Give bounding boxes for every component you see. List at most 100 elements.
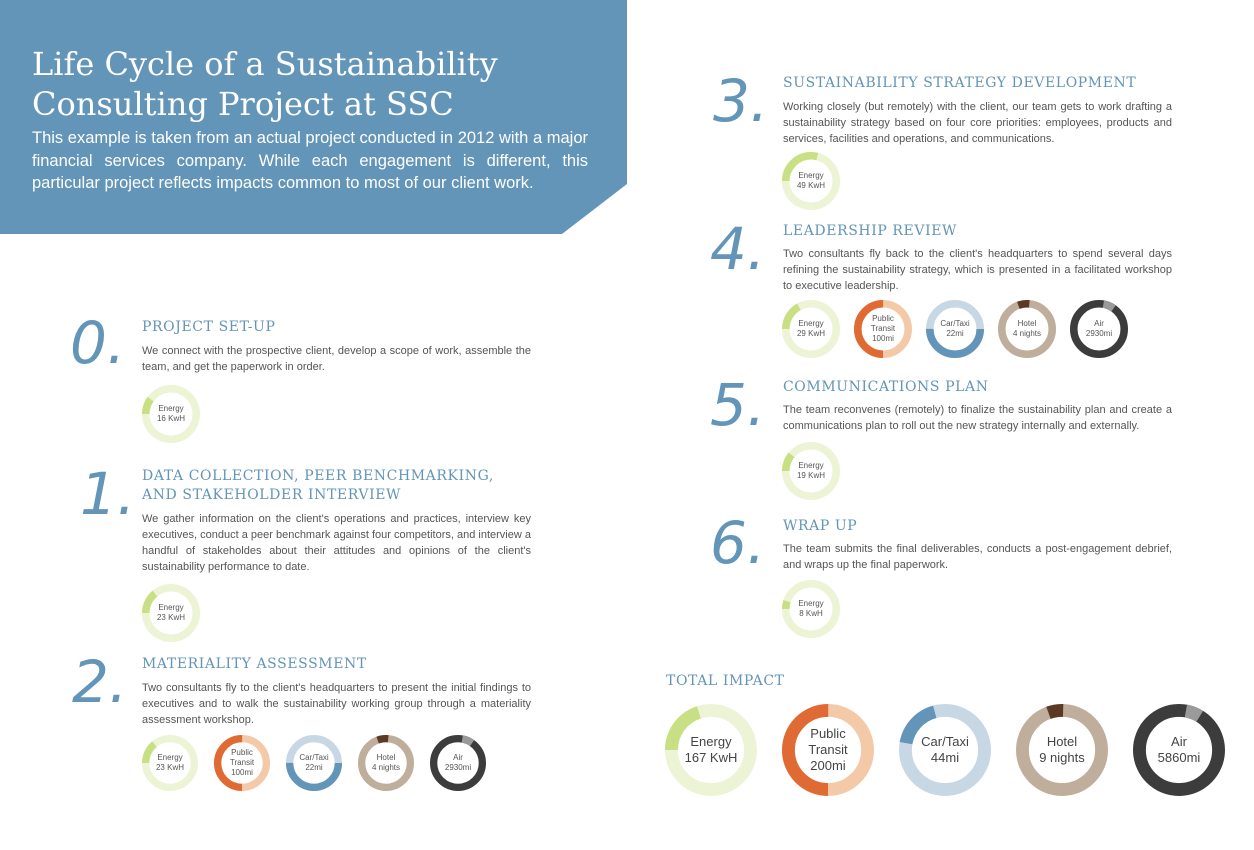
impact-value: 29 KwH xyxy=(796,329,825,338)
energy-impact-donut: Energy 167 KwH xyxy=(665,704,757,796)
hotel-impact-donut: Hotel 4 nights xyxy=(358,735,414,791)
impact-label: Air xyxy=(1171,734,1187,749)
ring-value xyxy=(782,580,840,638)
impact-label: Energy xyxy=(690,734,732,749)
step-description: The team reconvenes (remotely) to finali… xyxy=(783,404,1172,432)
air-ring xyxy=(1133,704,1225,796)
impact-value: 9 nights xyxy=(1039,750,1085,765)
energy-ring xyxy=(782,152,840,210)
impact-label: Energy xyxy=(157,753,183,762)
impact-label: Energy xyxy=(798,599,824,608)
impact-value: 44mi xyxy=(930,750,960,765)
ring-value xyxy=(854,300,912,358)
step-description: We gather information on the client's op… xyxy=(142,513,531,573)
transit-impact-donut: Public Transit 200mi xyxy=(782,704,874,796)
transit-ring xyxy=(214,735,270,791)
car-ring xyxy=(899,704,991,796)
step-description: Two consultants fly back to the client's… xyxy=(783,248,1172,292)
impact-label: Energy xyxy=(158,404,184,413)
step-number: 4. xyxy=(710,215,766,283)
step-title: DATA COLLECTION, PEER BENCHMARKING, AND … xyxy=(142,468,494,503)
step-description: The team submits the final deliverables,… xyxy=(783,543,1172,571)
impact-label: Public Transit xyxy=(229,748,255,767)
energy-ring xyxy=(665,704,757,796)
header-banner: Life Cycle of a Sustainability Consultin… xyxy=(0,0,627,234)
energy-impact-donut: Energy 23 KwH xyxy=(142,735,198,791)
impact-label: Public Transit xyxy=(808,726,848,757)
car-ring xyxy=(286,735,342,791)
impact-label: Public Transit xyxy=(870,314,896,333)
step-title: LEADERSHIP REVIEW xyxy=(783,223,958,239)
transit-impact-donut: Public Transit 100mi xyxy=(854,300,912,358)
step-number: 2. xyxy=(72,648,128,716)
transit-ring xyxy=(782,704,874,796)
energy-ring xyxy=(782,580,840,638)
impact-label: Car/Taxi xyxy=(299,753,329,762)
impact-label: Air xyxy=(453,753,463,762)
impact-value: 23 KwH xyxy=(155,763,184,772)
air-impact-donut: Air 5860mi xyxy=(1133,704,1225,796)
step-description: We connect with the prospective client, … xyxy=(142,345,531,373)
impact-value: 2930mi xyxy=(444,763,472,772)
ring-value xyxy=(142,584,200,642)
impact-value: 100mi xyxy=(231,768,253,777)
impact-label: Energy xyxy=(798,461,824,470)
car-impact-donut: Car/Taxi 22mi xyxy=(286,735,342,791)
air-impact-donut: Air 2930mi xyxy=(1070,300,1128,358)
energy-impact-donut: Energy 8 KwH xyxy=(782,580,840,638)
impact-value: 16 KwH xyxy=(156,414,185,423)
impact-value: 22mi xyxy=(305,763,323,772)
energy-ring xyxy=(142,735,198,791)
step-number: 0. xyxy=(70,309,126,377)
ring-value xyxy=(782,152,840,210)
car-impact-donut: Car/Taxi 22mi xyxy=(926,300,984,358)
ring-value xyxy=(782,442,840,500)
impact-label: Energy xyxy=(798,319,824,328)
ring-track xyxy=(430,735,486,791)
air-impact-donut: Air 2930mi xyxy=(430,735,486,791)
impact-label: Hotel xyxy=(1017,319,1037,328)
ring-value xyxy=(142,735,198,791)
impact-label: Hotel xyxy=(1046,734,1078,749)
step-description: Working closely (but remotely) with the … xyxy=(783,101,1172,145)
impact-value: 100mi xyxy=(872,334,894,343)
ring-value xyxy=(1016,704,1108,796)
energy-impact-donut: Energy 16 KwH xyxy=(142,385,200,443)
transit-impact-donut: Public Transit 100mi xyxy=(214,735,270,791)
impact-value: 200mi xyxy=(810,758,846,773)
ring-value xyxy=(430,735,486,791)
energy-impact-donut: Energy 23 KwH xyxy=(142,584,200,642)
energy-impact-donut: Energy 19 KwH xyxy=(782,442,840,500)
impact-label: Air xyxy=(1094,319,1104,328)
ring-track xyxy=(1133,704,1225,796)
car-impact-donut: Car/Taxi 44mi xyxy=(899,704,991,796)
ring-value xyxy=(358,735,414,791)
intro-text: This example is taken from an actual pro… xyxy=(32,129,588,192)
impact-value: 23 KwH xyxy=(156,613,185,622)
hotel-impact-donut: Hotel 9 nights xyxy=(1016,704,1108,796)
step-title: WRAP UP xyxy=(783,518,858,534)
transit-ring xyxy=(854,300,912,358)
ring-value xyxy=(286,735,342,791)
impact-value: 5860mi xyxy=(1157,750,1201,765)
impact-value: 8 KwH xyxy=(799,609,823,618)
step-title: SUSTAINABILITY STRATEGY DEVELOPMENT xyxy=(783,75,1137,91)
car-ring xyxy=(926,300,984,358)
ring-value xyxy=(665,704,757,796)
impact-value: 167 KwH xyxy=(684,750,738,765)
step-title: MATERIALITY ASSESSMENT xyxy=(142,656,367,672)
step-title: PROJECT SET-UP xyxy=(142,319,276,335)
impact-label: Hotel xyxy=(376,753,396,762)
energy-impact-donut: Energy 29 KwH xyxy=(782,300,840,358)
impact-value: 4 nights xyxy=(371,763,401,772)
impact-value: 2930mi xyxy=(1085,329,1113,338)
step-description: Two consultants fly to the client's head… xyxy=(142,682,531,726)
step-number: 5. xyxy=(710,371,766,439)
energy-ring xyxy=(142,385,200,443)
ring-value xyxy=(782,704,874,796)
impact-value: 4 nights xyxy=(1012,329,1042,338)
ring-track xyxy=(1070,300,1128,358)
hotel-ring xyxy=(1016,704,1108,796)
page-title: Life Cycle of a Sustainability Consultin… xyxy=(32,45,498,123)
energy-impact-donut: Energy 49 KwH xyxy=(782,152,840,210)
